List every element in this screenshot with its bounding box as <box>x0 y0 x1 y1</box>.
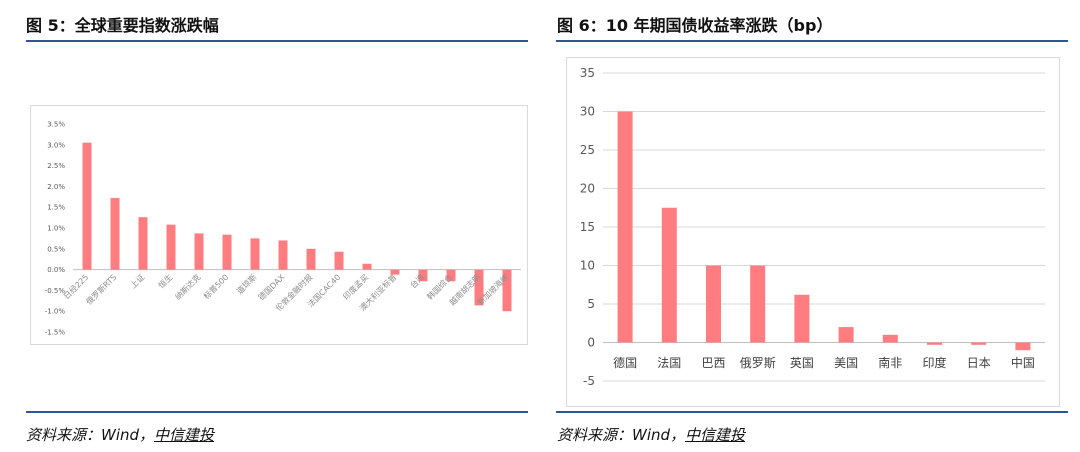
right-bottom-rule <box>556 411 1068 413</box>
right-y-tick-label: 20 <box>580 182 595 196</box>
right-y-tick-label: 0 <box>587 336 595 350</box>
right-category-label: 法国 <box>657 356 681 370</box>
left-category-label: 印度孟买 <box>341 272 371 302</box>
left-bar <box>138 217 148 270</box>
right-category-label: 印度 <box>922 355 946 370</box>
left-category-label: 恒生 <box>156 272 174 290</box>
right-y-tick-label: 25 <box>580 143 595 157</box>
right-bar <box>882 334 898 343</box>
right-y-tick-label: 5 <box>587 297 595 311</box>
left-figure-title: 图 5：全球重要指数涨跌幅 <box>26 16 219 35</box>
right-bar <box>838 327 854 343</box>
left-y-tick-label: 1.0% <box>47 224 65 232</box>
right-y-tick-label: -5 <box>583 374 595 388</box>
left-bar <box>222 234 232 270</box>
left-category-label: 日经225 <box>61 272 90 301</box>
left-bar <box>250 238 260 270</box>
left-bar <box>446 269 456 282</box>
right-category-label: 俄罗斯 <box>740 356 776 370</box>
right-bar <box>706 265 721 343</box>
right-category-label: 德国 <box>613 355 637 370</box>
right-category-label: 美国 <box>834 356 858 370</box>
left-bar <box>418 269 428 282</box>
left-bar <box>110 198 120 270</box>
left-title-rule <box>26 40 528 42</box>
right-y-tick-label: 10 <box>580 259 595 273</box>
left-source-brand-link[interactable]: 中信建投 <box>154 426 215 444</box>
right-bar <box>617 111 633 343</box>
left-bar-chart: 3.5% 3.0% 2.5% 2.0% 1.5% 1.0% 0.5% 0.0% -0.5% -1.… <box>45 120 521 336</box>
right-category-label: 中国 <box>1011 355 1035 370</box>
left-category-label: 俄罗斯RTS <box>84 272 119 307</box>
right-source-prefix: 资料来源：Wind， <box>557 426 686 444</box>
left-bar <box>166 224 176 270</box>
left-bottom-rule <box>26 411 528 413</box>
right-category-label: 日本 <box>967 356 991 370</box>
left-y-tick-label: 0.5% <box>47 245 65 253</box>
left-bar <box>82 142 92 270</box>
left-y-tick-label: 3.5% <box>47 120 65 128</box>
right-figure-title: 图 6：10 年期国债收益率涨跌（bp） <box>557 16 833 35</box>
right-chart-frame: 35 30 25 20 15 10 5 0 -5 德国 法国 巴西 俄罗斯 英国 美国 南非 印度 日本 中国 <box>566 57 1060 407</box>
left-y-tick-label: 2.5% <box>47 162 65 170</box>
left-category-label: 上证 <box>129 273 147 291</box>
left-bar <box>474 269 484 306</box>
left-bar <box>362 263 372 270</box>
right-y-tick-label: 35 <box>580 66 595 80</box>
left-source-note: 资料来源：Wind，中信建投 <box>26 424 214 445</box>
right-bar <box>971 342 987 345</box>
right-title-rule <box>556 40 1068 42</box>
left-y-tick-label: 1.5% <box>47 204 65 212</box>
left-bar <box>502 269 512 312</box>
right-category-label: 英国 <box>790 356 814 370</box>
left-y-tick-label: -0.5% <box>45 287 66 295</box>
right-source-brand-link[interactable]: 中信建投 <box>685 426 746 444</box>
left-y-tick-label: 3.0% <box>47 141 65 149</box>
right-source-note: 资料来源：Wind，中信建投 <box>557 424 745 445</box>
right-bar <box>927 342 942 345</box>
left-category-label: 道琼斯 <box>234 272 258 296</box>
left-y-tick-label: -1.0% <box>45 308 66 316</box>
right-category-label: 南非 <box>878 355 902 370</box>
left-bar <box>306 248 316 270</box>
left-bar <box>278 240 288 270</box>
left-bar <box>390 269 400 275</box>
left-category-label: 韩国综合 <box>425 272 455 302</box>
right-category-label: 巴西 <box>701 356 725 370</box>
right-y-tick-label: 15 <box>580 220 595 234</box>
right-bar <box>794 294 810 343</box>
right-bar <box>661 207 677 343</box>
left-chart-frame: 3.5% 3.0% 2.5% 2.0% 1.5% 1.0% 0.5% 0.0% -0.5% -1.… <box>30 105 528 345</box>
right-bar <box>1015 342 1031 351</box>
left-y-tick-label: 0.0% <box>47 266 65 274</box>
right-bar-chart: 35 30 25 20 15 10 5 0 -5 德国 法国 巴西 俄罗斯 英国 美国 南非 印度 日本 中国 <box>580 66 1045 388</box>
left-category-label: 纳斯达克 <box>173 272 203 302</box>
left-bar <box>194 233 204 270</box>
right-y-tick-label: 30 <box>580 105 595 119</box>
left-bar <box>334 251 344 270</box>
left-y-tick-label: 2.0% <box>47 183 65 191</box>
right-bar <box>750 265 766 343</box>
left-category-label: 标普500 <box>201 272 230 301</box>
left-source-prefix: 资料来源：Wind， <box>26 426 155 444</box>
left-y-tick-label: -1.5% <box>45 328 66 336</box>
